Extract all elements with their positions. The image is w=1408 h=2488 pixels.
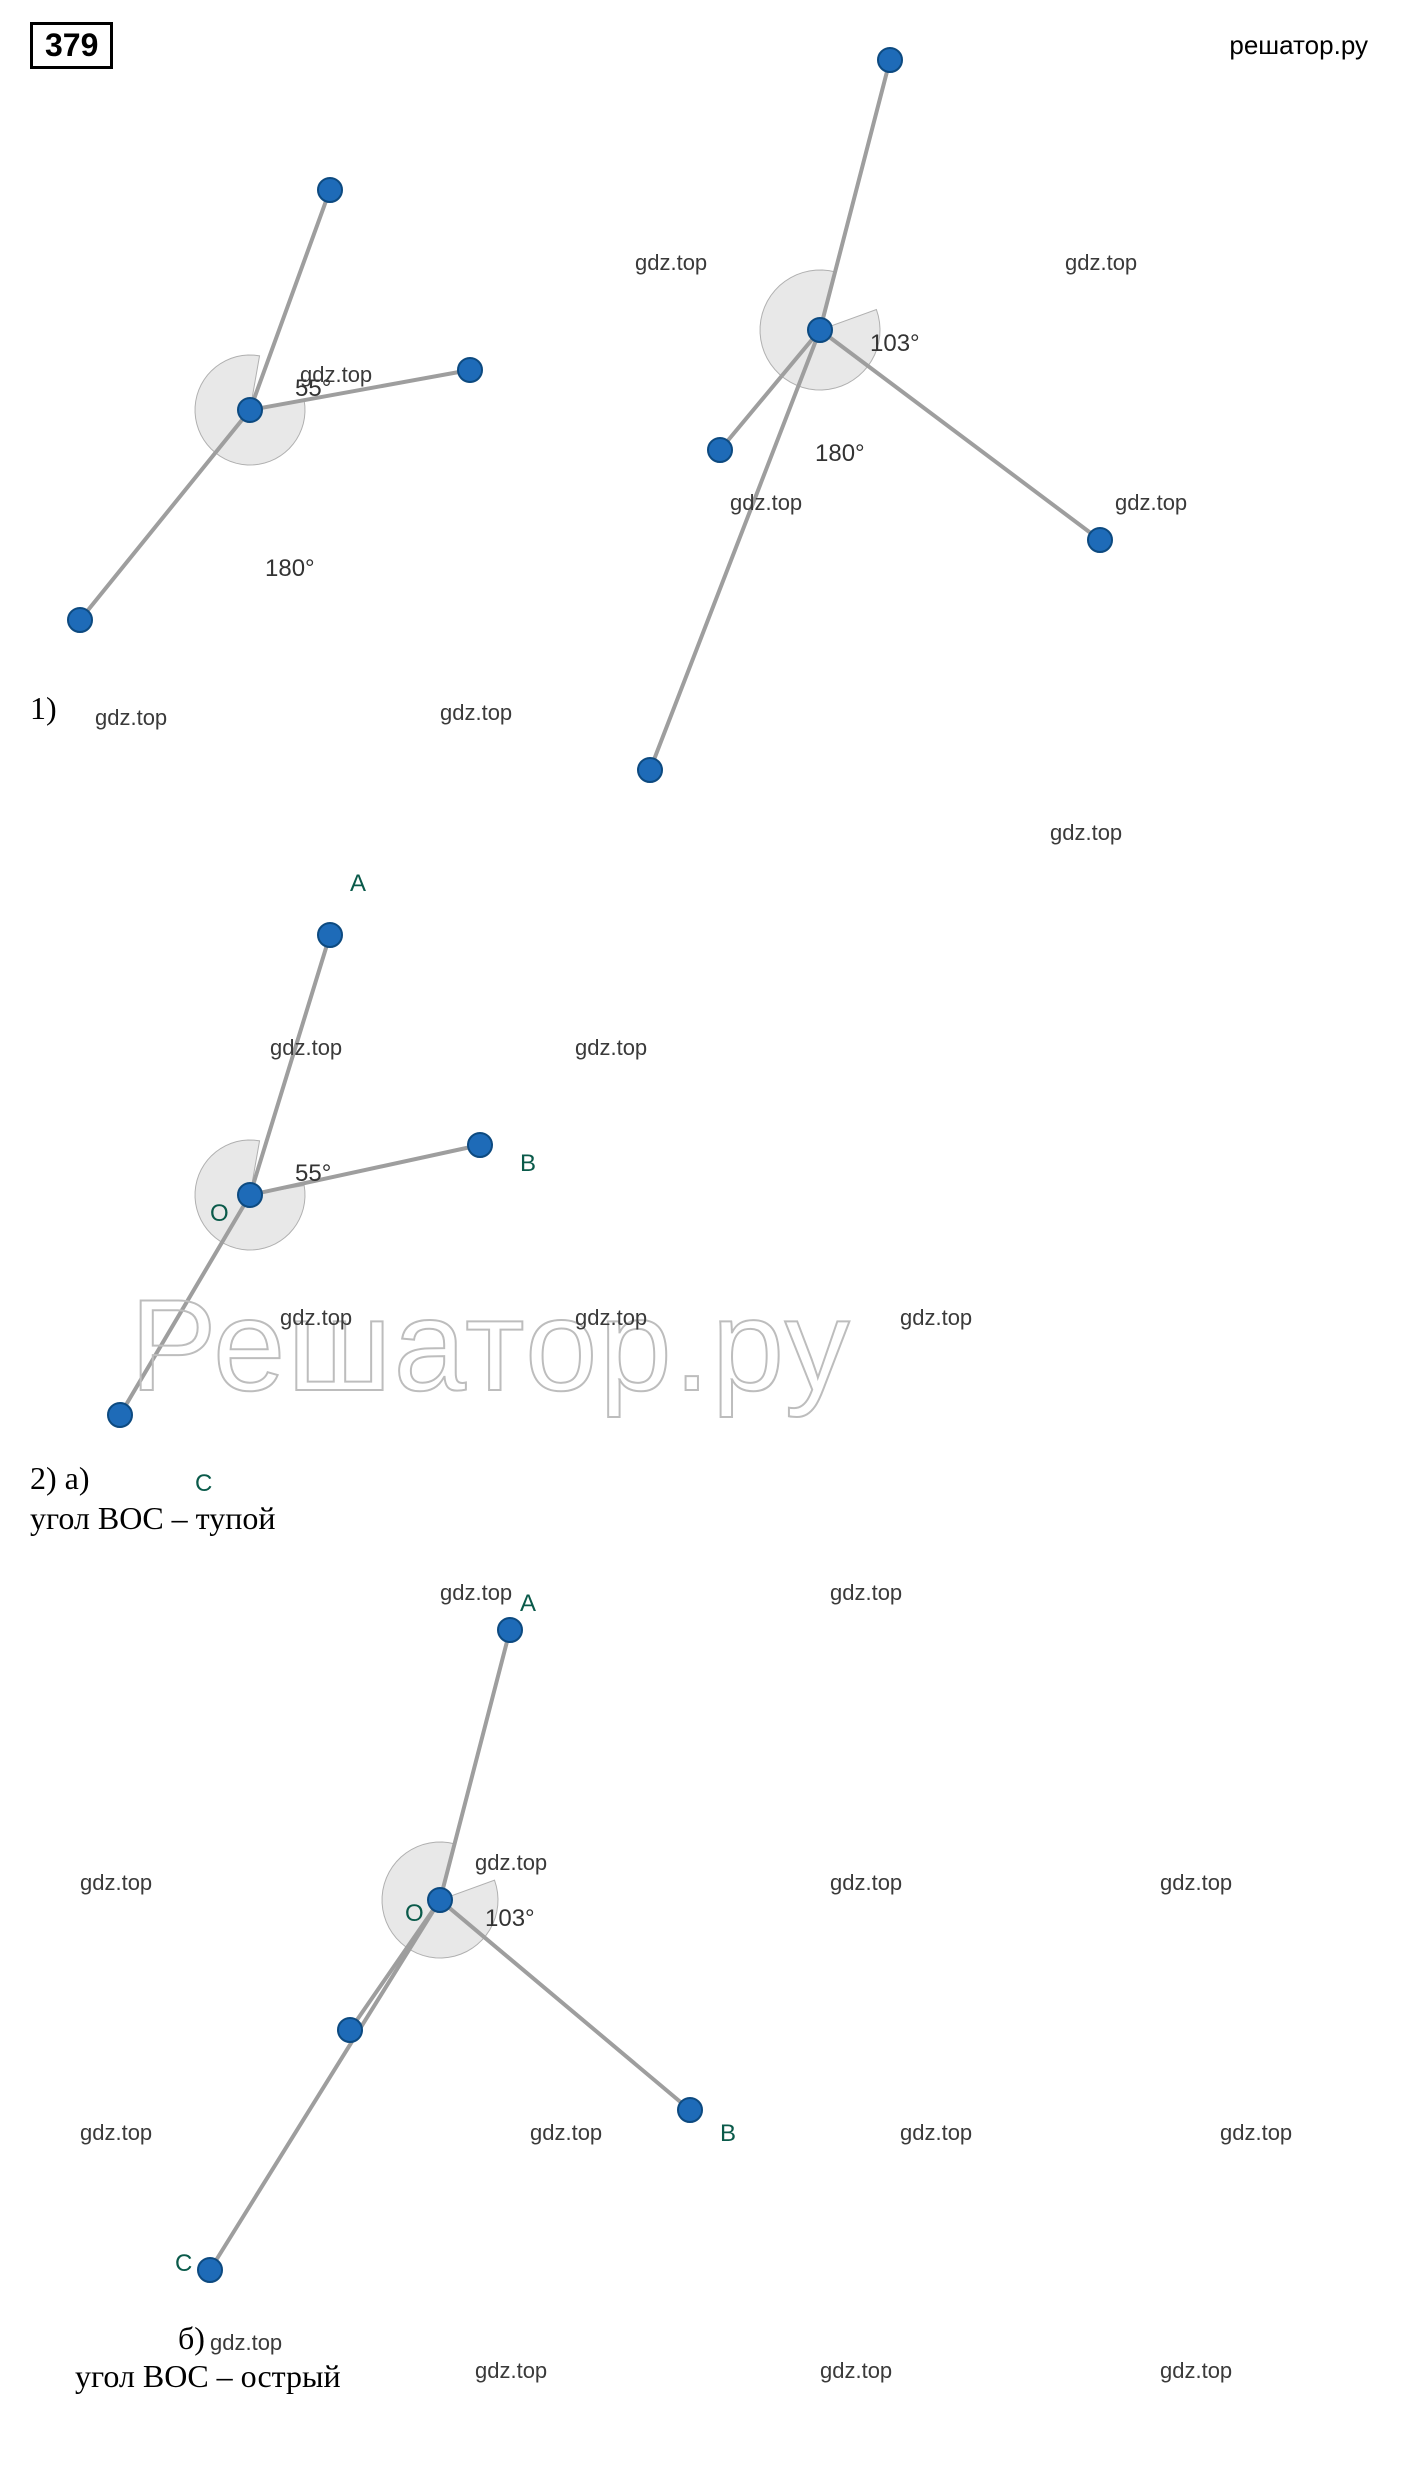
- angle-label: 103°: [870, 330, 920, 358]
- watermark-small: gdz.top: [900, 2120, 972, 2146]
- point-label-B: B: [520, 1150, 536, 1178]
- point-label-C: C: [195, 1470, 212, 1498]
- watermark-small: gdz.top: [575, 1035, 647, 1061]
- part-1-label: 1): [30, 690, 57, 727]
- watermark-small: gdz.top: [80, 1870, 152, 1896]
- angle-label: 103°: [485, 1905, 535, 1933]
- watermark-small: gdz.top: [95, 705, 167, 731]
- page: 379 решатор.ру Решатор.ру 1) 2) а) угол …: [0, 0, 1408, 2488]
- diagram-canvas: [0, 0, 1408, 2488]
- watermark-small: gdz.top: [475, 1850, 547, 1876]
- point-label-A: A: [350, 870, 366, 898]
- watermark-small: gdz.top: [1160, 2358, 1232, 2384]
- watermark-small: gdz.top: [830, 1870, 902, 1896]
- watermark-small: gdz.top: [210, 2330, 282, 2356]
- watermark-small: gdz.top: [820, 2358, 892, 2384]
- point-label-B: B: [720, 2120, 736, 2148]
- point-label-C: C: [175, 2250, 192, 2278]
- watermark-small: gdz.top: [1050, 820, 1122, 846]
- watermark-small: gdz.top: [635, 250, 707, 276]
- angle-label: 180°: [815, 440, 865, 468]
- watermark-small: gdz.top: [440, 700, 512, 726]
- watermark-small: gdz.top: [1220, 2120, 1292, 2146]
- watermark-small: gdz.top: [80, 2120, 152, 2146]
- watermark-small: gdz.top: [270, 1035, 342, 1061]
- watermark-small: gdz.top: [440, 1580, 512, 1606]
- angle-label: 180°: [265, 555, 315, 583]
- angle-label: 55°: [295, 1160, 331, 1188]
- part-2a-text: угол BOC – тупой: [30, 1500, 275, 1537]
- part-2a-label: 2) а): [30, 1460, 90, 1497]
- point-label-O: O: [210, 1200, 229, 1228]
- watermark-small: gdz.top: [730, 490, 802, 516]
- part-2b-text: угол BOC – острый: [75, 2358, 341, 2395]
- watermark-small: gdz.top: [280, 1305, 352, 1331]
- watermark-small: gdz.top: [475, 2358, 547, 2384]
- watermark-big: Решатор.ру: [130, 1270, 852, 1420]
- point-label-O: O: [405, 1900, 424, 1928]
- watermark-small: gdz.top: [575, 1305, 647, 1331]
- part-2b-label: б): [178, 2320, 205, 2357]
- watermark-small: gdz.top: [1065, 250, 1137, 276]
- watermark-small: gdz.top: [900, 1305, 972, 1331]
- point-label-A: A: [520, 1590, 536, 1618]
- watermark-small: gdz.top: [300, 362, 372, 388]
- watermark-small: gdz.top: [530, 2120, 602, 2146]
- watermark-small: gdz.top: [1160, 1870, 1232, 1896]
- watermark-small: gdz.top: [830, 1580, 902, 1606]
- watermark-small: gdz.top: [1115, 490, 1187, 516]
